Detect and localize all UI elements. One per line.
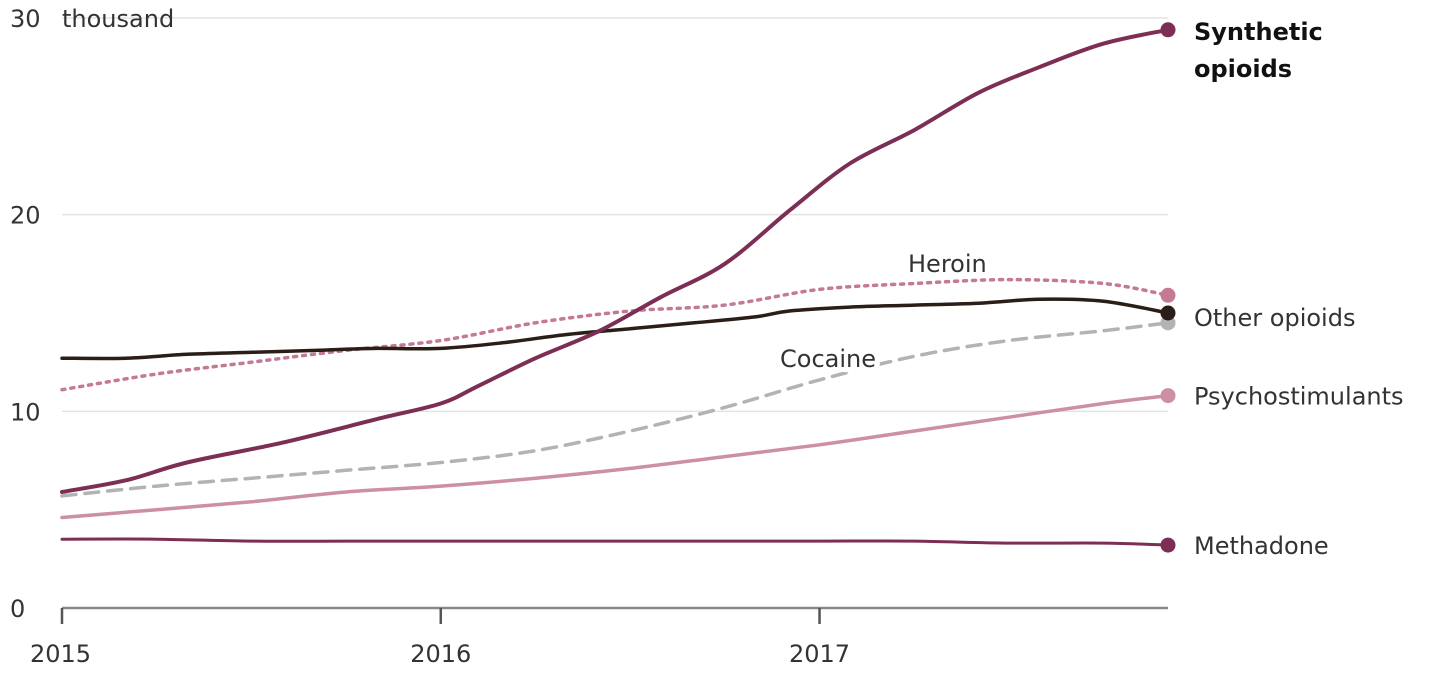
series-label-methadone: Methadone (1194, 532, 1329, 560)
y-unit-label: thousand (62, 5, 174, 33)
end-dot-other-opioids (1160, 305, 1176, 321)
y-tick-label: 20 (10, 202, 41, 230)
series-label-heroin: Heroin (908, 250, 987, 278)
series-line-other-opioids (60, 297, 1170, 361)
series-line-cocaine (60, 321, 1170, 498)
series-line-synthetic-opioids (60, 27, 1170, 494)
series-line-methadone (60, 537, 1170, 547)
y-tick-label: 30 (10, 5, 41, 33)
x-tick-label: 2017 (789, 640, 850, 668)
gridlines: 0 10 20 30 thousand (10, 5, 1168, 623)
x-tick-label: 2015 (30, 640, 91, 668)
y-tick-label: 0 (10, 595, 25, 623)
series-line-heroin (60, 277, 1170, 392)
x-axis: 2015 2016 2017 (30, 606, 1168, 668)
series-lines (60, 22, 1176, 553)
series-label-cocaine: Cocaine (780, 345, 876, 373)
series-labels: Synthetic opioids Heroin Other opioids Cocai… (775, 18, 1404, 560)
y-tick-label: 10 (10, 398, 41, 426)
series-label-synthetic-opioids: Synthetic opioids (1194, 18, 1323, 83)
end-dot-methadone (1160, 537, 1176, 553)
end-dot-psychostimulants (1160, 388, 1176, 404)
series-label-other-opioids: Other opioids (1194, 304, 1355, 332)
x-tick-label: 2016 (410, 640, 471, 668)
end-dot-synthetic-opioids (1160, 22, 1176, 38)
series-line-psychostimulants (60, 393, 1170, 520)
end-dot-heroin (1160, 287, 1176, 303)
series-label-psychostimulants: Psychostimulants (1194, 383, 1404, 411)
